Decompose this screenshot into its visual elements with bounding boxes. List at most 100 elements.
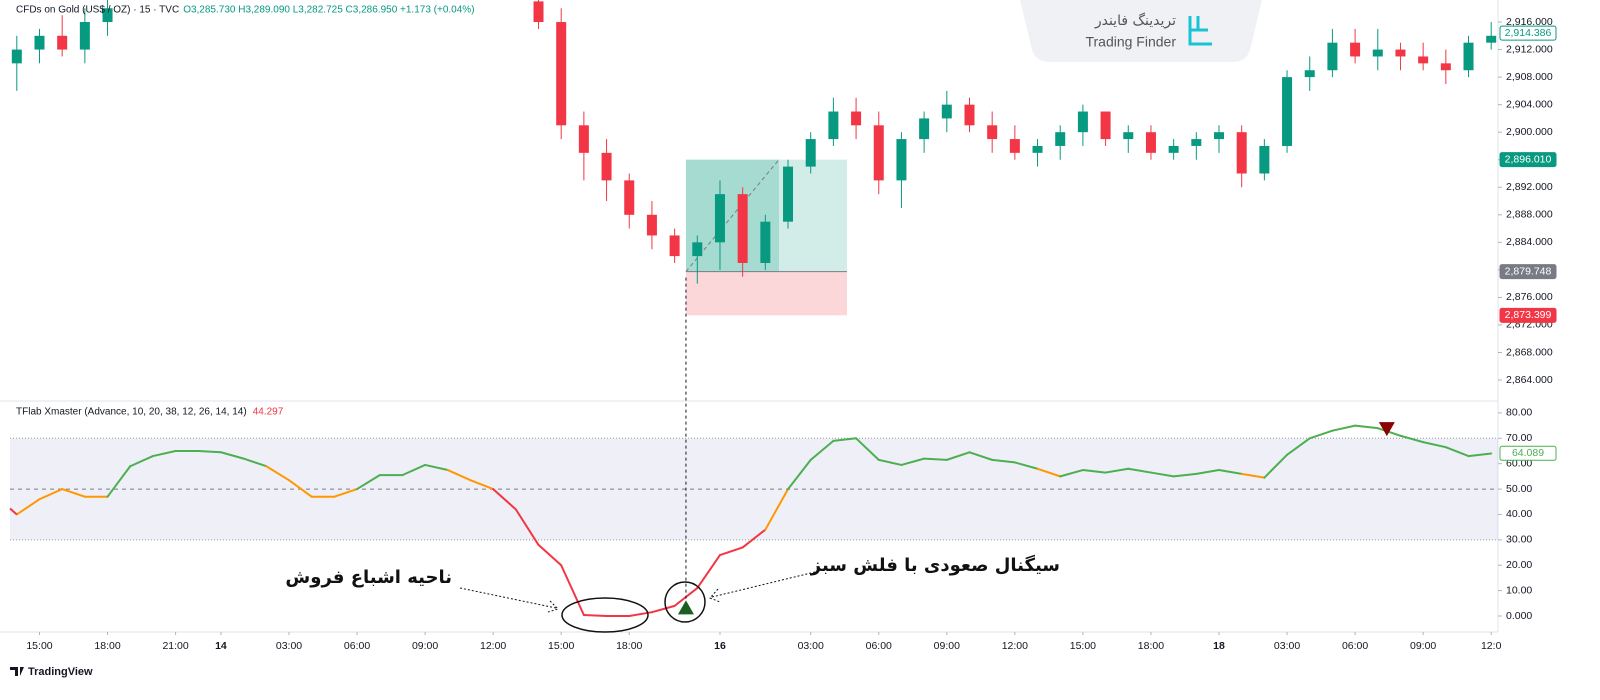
x-tick-label: 09:00: [1410, 640, 1436, 652]
candle-body: [873, 125, 884, 181]
indicator-segment: [129, 455, 154, 468]
indicator-segment: [764, 488, 790, 531]
y-tick-label: 40.00: [1506, 508, 1532, 520]
candle-body: [1236, 132, 1247, 174]
signal-arrow: [1378, 422, 1395, 437]
y-tick-label: 2,888.000: [1506, 209, 1553, 221]
y-tick-label: 0.000: [1506, 610, 1532, 622]
candle-body: [987, 125, 998, 140]
price-badge: [1499, 152, 1557, 168]
candle-body: [1327, 42, 1338, 71]
indicator-segment: [1422, 441, 1447, 449]
indicator-segment: [401, 463, 427, 477]
x-tick-label: 15:00: [1070, 640, 1096, 652]
footer-logo: [10, 667, 24, 676]
indicator-segment: [741, 528, 767, 549]
x-tick-label: 03:00: [798, 640, 824, 652]
x-tick-label: 18: [1213, 640, 1225, 652]
candle-body: [1009, 139, 1020, 153]
indicator-value: 44.297: [253, 407, 284, 418]
indicator-segment: [537, 543, 563, 567]
candle-body: [1214, 132, 1224, 140]
candle-body: [102, 8, 113, 23]
indicator-segment: [1172, 472, 1198, 478]
indicator-segment: [356, 474, 381, 491]
y-tick-label: 2,892.000: [1506, 181, 1553, 193]
indicator-segment: [242, 457, 268, 468]
candle-body: [1168, 145, 1179, 153]
candle-body: [1145, 132, 1156, 153]
price-badge: [1499, 307, 1557, 323]
x-tick-label: 09:00: [412, 640, 438, 652]
chart-title: CFDs on Gold (US$ / OZ) · 15 · TVC: [16, 5, 179, 16]
indicator-segment: [900, 457, 926, 466]
x-tick-label: 12:00: [480, 640, 506, 652]
y-tick-label: 70.00: [1506, 432, 1532, 444]
price-badge-label: 2,879.748: [1505, 265, 1552, 277]
candle-body: [669, 235, 680, 257]
watermark-en: Trading Finder: [1085, 34, 1176, 50]
indicator-segment: [1286, 437, 1311, 456]
price-badge: [1499, 25, 1557, 41]
indicator-segment: [923, 457, 948, 461]
x-tick-label: 06:00: [1342, 640, 1368, 652]
y-tick-label: 50.00: [1506, 483, 1532, 495]
x-tick-label: 09:00: [934, 640, 960, 652]
oversold-ellipse: [561, 597, 649, 633]
candle-body: [1100, 111, 1111, 140]
candle-body: [760, 221, 771, 263]
indicator-segment: [424, 463, 449, 472]
indicator-segment: [718, 546, 744, 557]
indicator-segment: [469, 479, 495, 491]
x-tick-label: 18:00: [616, 640, 642, 652]
x-tick-label: 06:00: [866, 640, 892, 652]
indicator-segment: [1444, 446, 1470, 458]
y-tick-label: 2,908.000: [1506, 71, 1553, 83]
candle-body: [941, 104, 952, 119]
indicator-segment: [1149, 471, 1175, 478]
candle-body: [805, 139, 816, 167]
candle-body: [556, 22, 567, 126]
x-tick-label: 15:00: [548, 640, 574, 652]
x-tick-label: 03:00: [1274, 640, 1300, 652]
indicator-segment: [15, 498, 41, 516]
signal-circle: [664, 581, 706, 623]
annotation: سیگنال صعودی با فلش سبز: [810, 554, 1060, 576]
x-tick-label: 12:00: [1002, 640, 1028, 652]
indicator-segment: [582, 613, 608, 618]
candle-body: [1350, 42, 1361, 57]
candle-body: [964, 104, 975, 126]
candle-body: [1032, 145, 1043, 153]
indicator-segment: [1036, 467, 1062, 478]
candle-body: [737, 194, 748, 263]
indicator-segment: [945, 451, 971, 461]
y-tick-label: 2,868.000: [1506, 346, 1553, 358]
indicator-segment: [696, 554, 721, 590]
indicator-segment: [1104, 467, 1130, 474]
indicator-segment: [1195, 469, 1220, 475]
indicator-segment: [877, 458, 903, 466]
indicator-badge: [1499, 445, 1557, 461]
indicator-segment: [333, 488, 359, 498]
y-tick-label: 2,884.000: [1506, 236, 1553, 248]
y-tick-label: 2,876.000: [1506, 291, 1553, 303]
candle-body: [896, 139, 907, 181]
candle-body: [828, 111, 839, 140]
candle-body: [11, 49, 22, 64]
indicator-start: [9, 507, 18, 516]
indicator-segment: [106, 465, 132, 498]
candle-body: [1372, 49, 1383, 57]
indicator-segment: [1308, 429, 1334, 440]
price-badge: [1499, 264, 1557, 280]
candle-body: [1486, 35, 1497, 43]
candle-body: [692, 242, 703, 257]
candle-body: [1077, 111, 1088, 133]
indicator-segment: [1331, 424, 1357, 432]
candle-body: [714, 194, 725, 243]
candle-body: [578, 125, 589, 153]
indicator-segment: [1218, 469, 1243, 475]
candle-body: [1123, 132, 1134, 140]
indicator-segment: [560, 564, 585, 616]
ohlc-label: O3,285.730 H3,289.090 L3,282.725 C3,286.…: [183, 5, 474, 16]
watermark-fa: تریدینگ فایندر: [1094, 12, 1176, 29]
